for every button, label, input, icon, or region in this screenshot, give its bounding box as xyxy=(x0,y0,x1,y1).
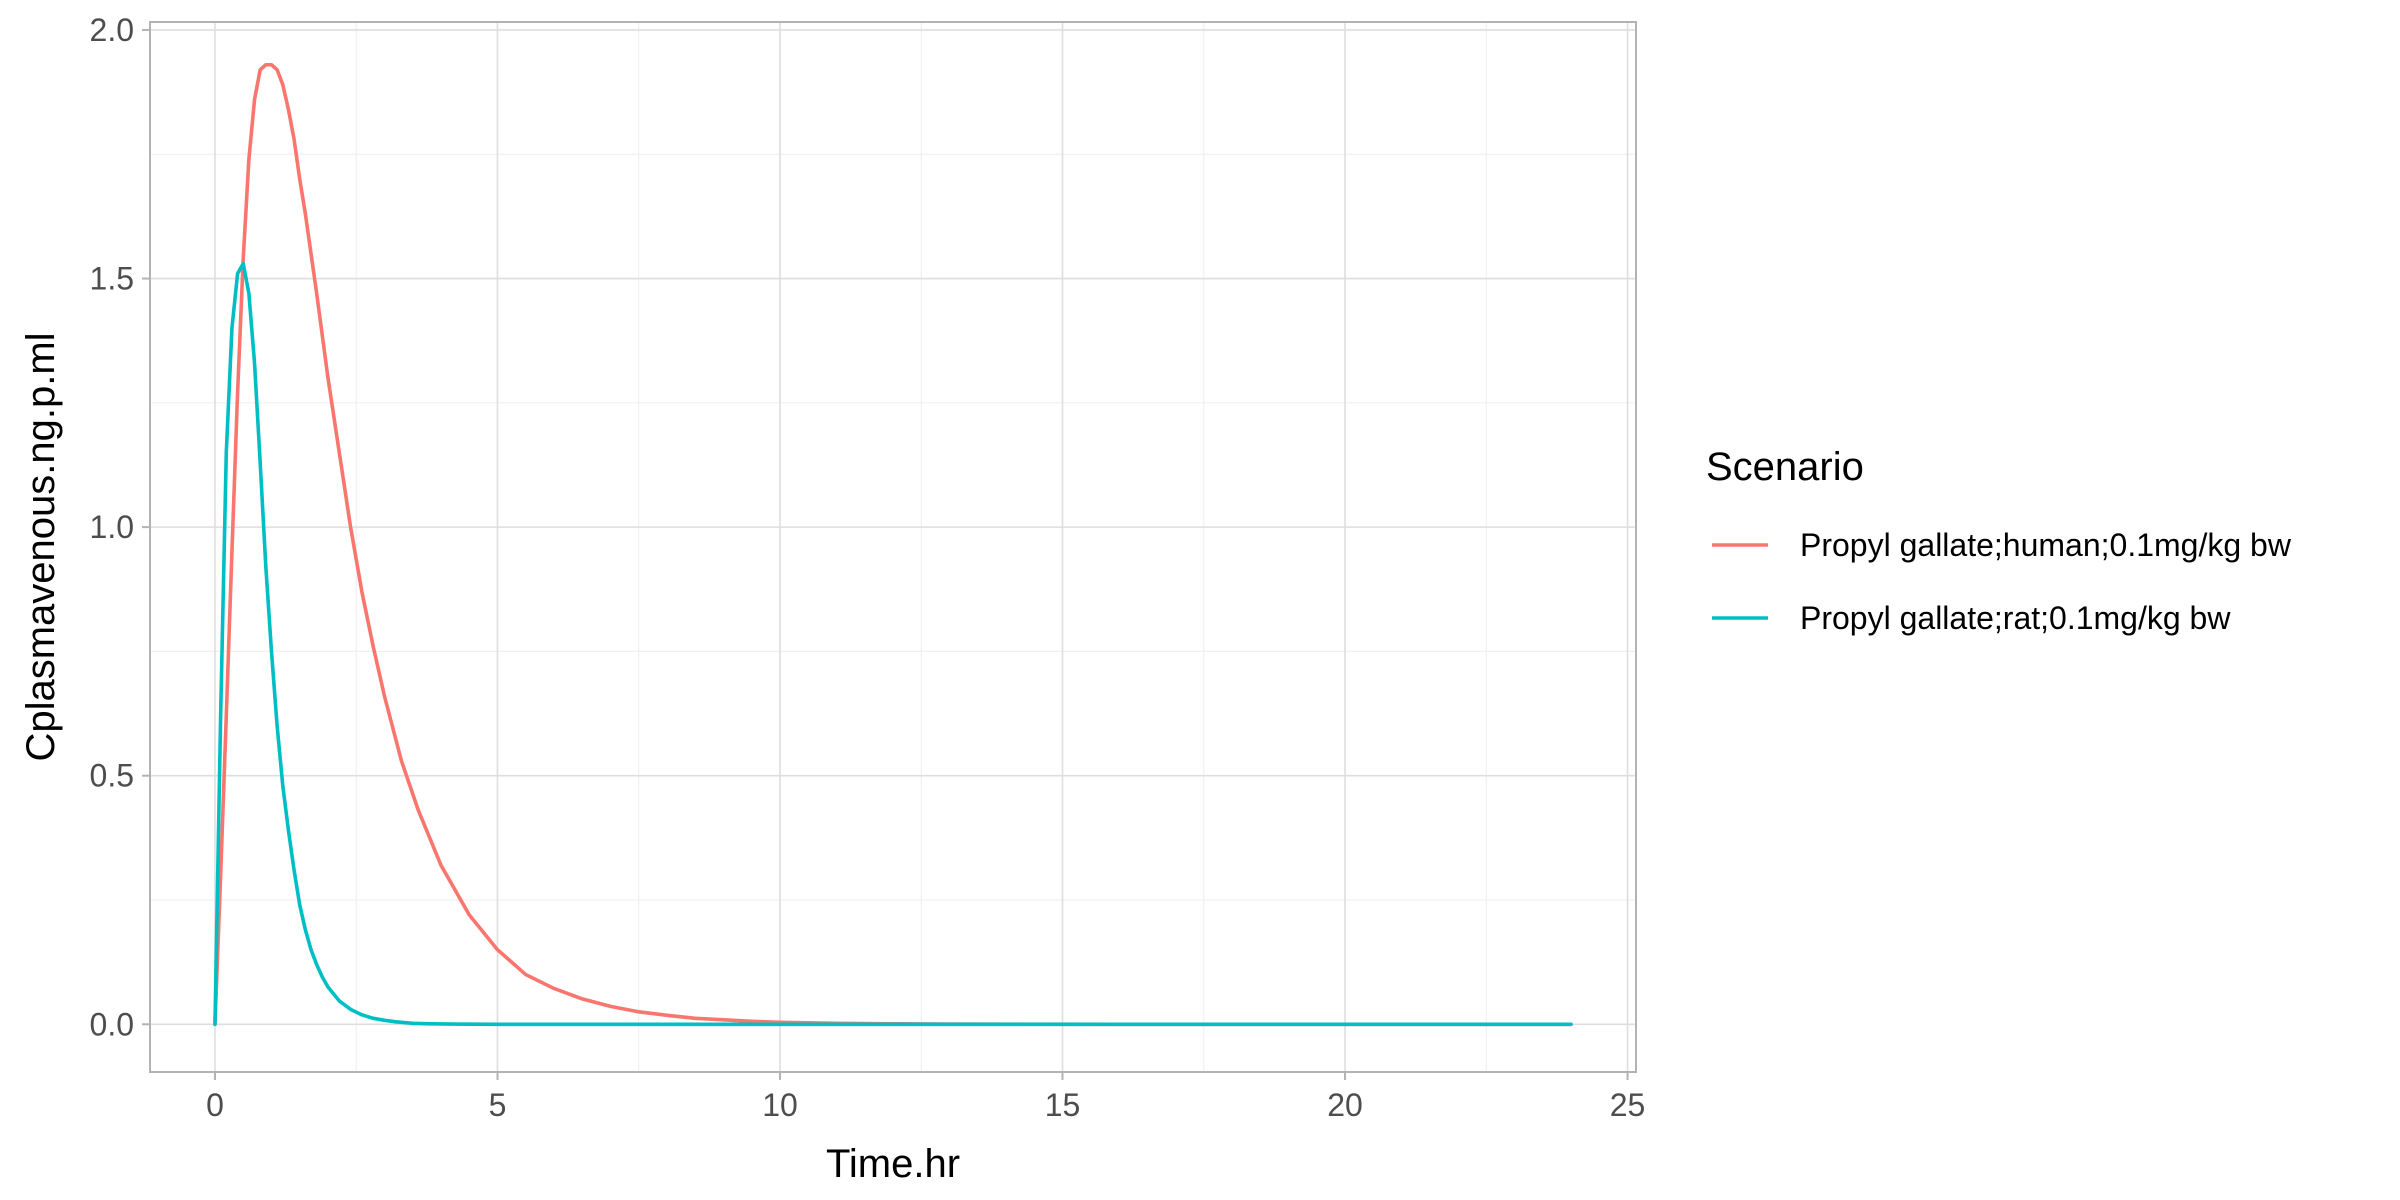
series-line-2 xyxy=(213,261,1573,1027)
x-tick-label: 25 xyxy=(1610,1087,1646,1123)
legend-title: Scenario xyxy=(1706,445,1864,489)
y-axis-title: Cplasmavenous.ng.p.ml xyxy=(19,332,63,761)
x-tick-label: 10 xyxy=(762,1087,798,1123)
legend-label-2: Propyl gallate;rat;0.1mg/kg bw xyxy=(1800,600,2231,636)
x-tick-label: 0 xyxy=(206,1087,224,1123)
legend-label-1: Propyl gallate;human;0.1mg/kg bw xyxy=(1800,527,2292,563)
x-tick-label: 15 xyxy=(1045,1087,1081,1123)
x-tick-label: 20 xyxy=(1327,1087,1363,1123)
x-axis-ticks: 0 5 10 15 20 25 xyxy=(206,1072,1645,1123)
x-tick-label: 5 xyxy=(489,1087,507,1123)
series-layer xyxy=(213,62,1573,1027)
y-tick-label: 0.0 xyxy=(90,1006,134,1042)
panel-border xyxy=(149,21,1637,1073)
y-tick-label: 1.5 xyxy=(90,261,134,297)
grid-minor xyxy=(150,22,1636,1072)
y-tick-label: 2.0 xyxy=(90,12,134,48)
panel-background xyxy=(150,22,1636,1072)
y-tick-label: 0.5 xyxy=(90,758,134,794)
y-axis-ticks: 0.0 0.5 1.0 1.5 2.0 xyxy=(90,12,150,1042)
legend: Scenario Propyl gallate;human;0.1mg/kg b… xyxy=(1706,445,2292,636)
x-axis-title: Time.hr xyxy=(826,1142,960,1186)
y-tick-label: 1.0 xyxy=(90,509,134,545)
grid-major xyxy=(150,22,1636,1072)
